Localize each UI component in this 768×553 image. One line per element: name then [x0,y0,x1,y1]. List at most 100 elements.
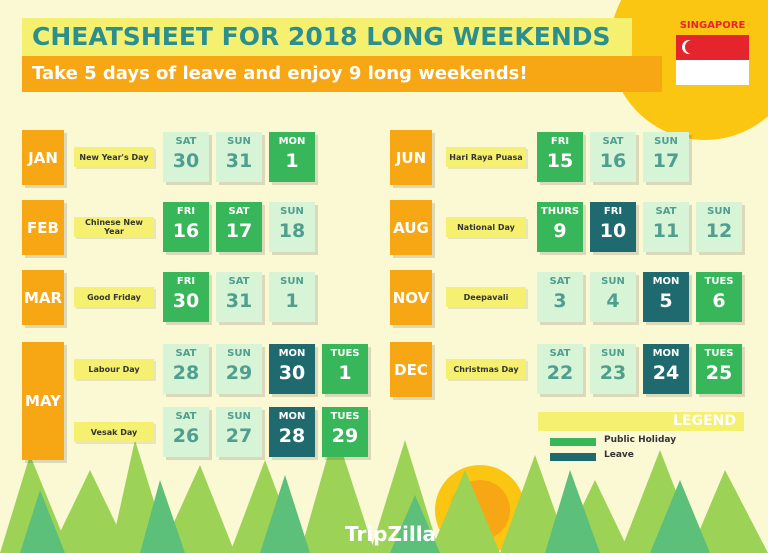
day-name: SAT [549,276,571,287]
day-name: SUN [227,348,251,359]
date: 17 [652,150,680,172]
date: 9 [553,220,567,242]
date: 31 [225,150,253,172]
date: 17 [225,220,253,242]
day-name: SUN [601,348,625,359]
legend-label: Leave [604,450,634,460]
date: 29 [331,425,359,447]
day-cell: FRI 30 [163,272,209,322]
day-cell: SUN 4 [590,272,636,322]
subtitle: Take 5 days of leave and enjoy 9 long we… [22,56,662,92]
date: 4 [606,290,620,312]
day-cell: SUN 29 [216,344,262,394]
day-name: TUES [330,348,360,359]
day-name: SAT [655,206,677,217]
month: FEB [22,200,64,255]
holiday-name: Deepavali [446,287,526,307]
date: 10 [599,220,627,242]
day-cell: SAT 28 [163,344,209,394]
date: 16 [599,150,627,172]
date: 1 [285,150,299,172]
day-name: SUN [280,276,304,287]
holiday-name: Chinese New Year [74,217,154,237]
month: NOV [390,270,432,325]
date: 30 [278,362,306,384]
date: 1 [285,290,299,312]
holiday-name: Hari Raya Puasa [446,147,526,167]
day-name: SAT [175,411,197,422]
date: 5 [659,290,673,312]
day-name: SUN [707,206,731,217]
day-name: TUES [330,411,360,422]
holiday-name: Christmas Day [446,359,526,379]
day-cell: SAT 3 [537,272,583,322]
day-name: SUN [280,206,304,217]
day-cell: SAT 30 [163,132,209,182]
day-cell: SAT 22 [537,344,583,394]
day-name: SAT [602,136,624,147]
month: JUN [390,130,432,185]
day-name: SUN [601,276,625,287]
day-name: MON [278,136,306,147]
day-cell: TUES 29 [322,407,368,457]
month: MAR [22,270,64,325]
brand: TripZilla [345,522,437,546]
day-name: MON [278,348,306,359]
day-name: SAT [175,348,197,359]
month: JAN [22,130,64,185]
day-cell: TUES 25 [696,344,742,394]
holiday-name: National Day [446,217,526,237]
month: DEC [390,342,432,397]
day-cell: SAT 26 [163,407,209,457]
day-name: SAT [228,206,250,217]
date: 27 [225,425,253,447]
day-name: SUN [654,136,678,147]
day-name: MON [652,276,680,287]
day-cell: SUN 27 [216,407,262,457]
month: AUG [390,200,432,255]
day-name: SAT [549,348,571,359]
date: 28 [278,425,306,447]
date: 11 [652,220,680,242]
day-name: FRI [603,206,623,217]
country: SINGAPORE [679,20,746,31]
day-cell: SAT 11 [643,202,689,252]
date: 25 [705,362,733,384]
day-cell: SUN 1 [269,272,315,322]
day-name: SAT [228,276,250,287]
date: 22 [546,362,574,384]
date: 24 [652,362,680,384]
day-name: MON [652,348,680,359]
date: 12 [705,220,733,242]
day-cell: MON 28 [269,407,315,457]
date: 16 [172,220,200,242]
day-cell: SUN 23 [590,344,636,394]
day-cell: SAT 17 [216,202,262,252]
day-name: SAT [175,136,197,147]
holiday-name: Vesak Day [74,422,154,442]
legend-title: LEGEND [538,412,744,431]
day-name: FRI [550,136,570,147]
day-name: TUES [704,348,734,359]
day-cell: FRI 16 [163,202,209,252]
legend-label: Public Holiday [604,435,677,445]
day-name: MON [278,411,306,422]
day-name: SUN [227,136,251,147]
day-cell: SUN 17 [643,132,689,182]
date: 29 [225,362,253,384]
month: MAY [22,342,64,460]
day-cell: SAT 16 [590,132,636,182]
day-cell: MON 5 [643,272,689,322]
day-cell: MON 24 [643,344,689,394]
holiday-name: Labour Day [74,359,154,379]
day-cell: THURS 9 [537,202,583,252]
day-cell: TUES 1 [322,344,368,394]
title: CHEATSHEET FOR 2018 LONG WEEKENDS [22,18,632,56]
day-cell: SAT 31 [216,272,262,322]
day-cell: FRI 10 [590,202,636,252]
legend-swatch [550,438,596,446]
date: 6 [712,290,726,312]
holiday-name: Good Friday [74,287,154,307]
day-cell: TUES 6 [696,272,742,322]
